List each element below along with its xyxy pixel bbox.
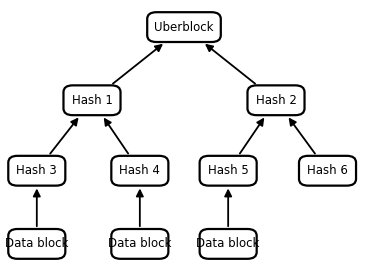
FancyBboxPatch shape — [199, 229, 257, 259]
FancyBboxPatch shape — [199, 156, 257, 186]
FancyBboxPatch shape — [111, 156, 169, 186]
Text: Data block: Data block — [197, 237, 260, 250]
Text: Hash 3: Hash 3 — [17, 164, 57, 177]
Text: Hash 1: Hash 1 — [71, 94, 113, 107]
FancyBboxPatch shape — [299, 156, 356, 186]
FancyBboxPatch shape — [147, 12, 221, 42]
FancyBboxPatch shape — [63, 85, 121, 115]
FancyBboxPatch shape — [8, 156, 65, 186]
Text: Hash 6: Hash 6 — [307, 164, 348, 177]
Text: Data block: Data block — [108, 237, 171, 250]
Text: Data block: Data block — [5, 237, 68, 250]
FancyBboxPatch shape — [111, 229, 169, 259]
Text: Hash 4: Hash 4 — [119, 164, 160, 177]
Text: Hash 2: Hash 2 — [255, 94, 297, 107]
Text: Hash 5: Hash 5 — [208, 164, 248, 177]
FancyBboxPatch shape — [8, 229, 65, 259]
FancyBboxPatch shape — [247, 85, 304, 115]
Text: Uberblock: Uberblock — [154, 21, 214, 34]
